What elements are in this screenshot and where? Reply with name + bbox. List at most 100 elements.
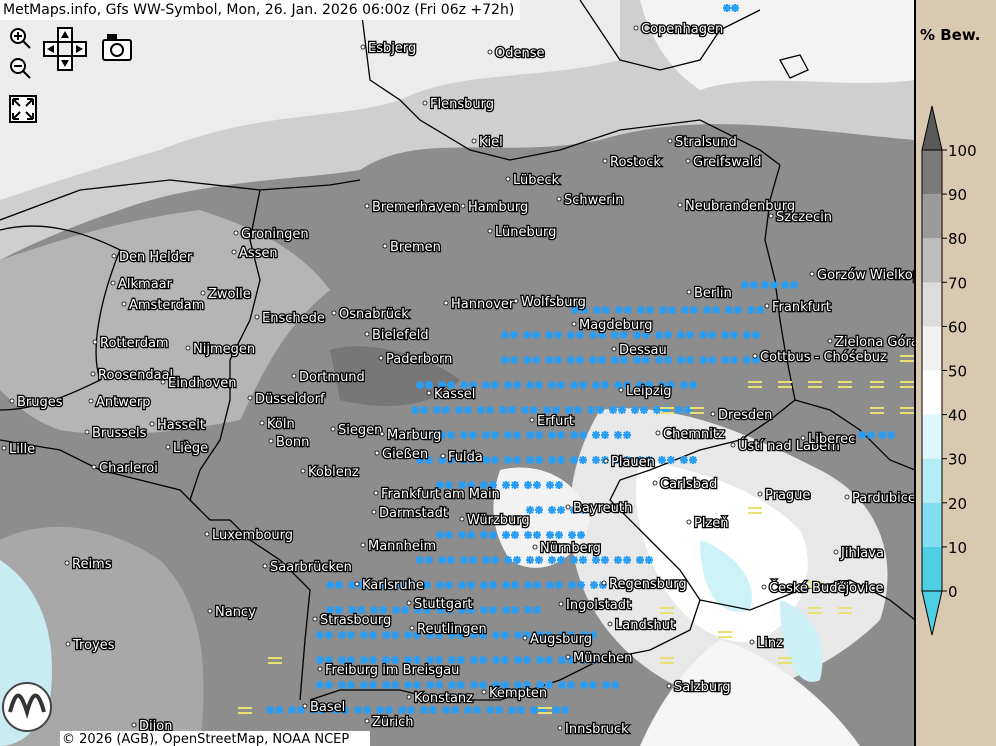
snow-symbol bbox=[664, 356, 672, 364]
city-label: Zielona Góra bbox=[835, 335, 919, 350]
snow-symbol bbox=[414, 581, 422, 589]
fog-symbol bbox=[838, 607, 852, 614]
city-label: Rostock bbox=[610, 155, 661, 170]
snow-symbol bbox=[469, 556, 477, 564]
snow-symbol bbox=[545, 331, 553, 339]
colorbar-tick-label: 50 bbox=[948, 363, 967, 381]
snow-symbol bbox=[548, 431, 556, 439]
snow-symbol bbox=[510, 331, 518, 339]
fog-symbol bbox=[778, 657, 792, 664]
snow-symbol bbox=[391, 681, 399, 689]
snow-symbol bbox=[568, 581, 576, 589]
snow-symbol bbox=[567, 356, 575, 364]
snow-symbol bbox=[614, 556, 622, 564]
snow-symbol bbox=[447, 431, 455, 439]
city-label: Zwolle bbox=[208, 287, 251, 302]
snow-symbol bbox=[347, 631, 355, 639]
city-dot bbox=[764, 303, 770, 309]
fog-symbol bbox=[778, 381, 792, 388]
snow-symbol bbox=[438, 456, 446, 464]
snow-symbol bbox=[447, 556, 455, 564]
snow-symbol bbox=[601, 431, 609, 439]
snow-symbol bbox=[379, 581, 387, 589]
snow-symbol bbox=[338, 681, 346, 689]
city-label: Esbjerg bbox=[368, 41, 416, 56]
city-dot bbox=[406, 600, 412, 606]
snow-symbol bbox=[420, 706, 428, 714]
snow-symbol bbox=[470, 681, 478, 689]
snow-symbol bbox=[332, 706, 340, 714]
pan-arrows[interactable] bbox=[43, 27, 87, 71]
snow-symbol bbox=[565, 406, 573, 414]
snow-symbol bbox=[579, 381, 587, 389]
snow-symbol bbox=[589, 356, 597, 364]
colorbar-band bbox=[922, 194, 942, 239]
city-dot bbox=[371, 509, 377, 515]
snow-symbol bbox=[750, 281, 758, 289]
city-dot bbox=[800, 435, 806, 441]
camera[interactable] bbox=[102, 34, 132, 61]
snow-symbol bbox=[338, 631, 346, 639]
fog-symbol bbox=[748, 507, 762, 514]
city-dot bbox=[459, 516, 465, 522]
city-label: Amsterdam bbox=[129, 298, 204, 313]
snow-symbol bbox=[392, 581, 400, 589]
city-dot bbox=[513, 298, 519, 304]
zoom-out[interactable] bbox=[10, 58, 31, 79]
snow-symbol bbox=[420, 406, 428, 414]
snow-symbol bbox=[416, 556, 424, 564]
snow-symbol bbox=[369, 631, 377, 639]
city-label: Bielefeld bbox=[372, 328, 429, 343]
city-label: Würzburg bbox=[467, 513, 530, 528]
snow-symbol bbox=[611, 356, 619, 364]
snow-symbol bbox=[436, 606, 444, 614]
snow-symbol bbox=[347, 681, 355, 689]
snow-symbol bbox=[570, 506, 578, 514]
city-dot bbox=[382, 243, 388, 249]
snow-symbol bbox=[416, 381, 424, 389]
city-label: Charleroi bbox=[99, 461, 158, 476]
snow-symbol bbox=[457, 656, 465, 664]
snow-symbol bbox=[533, 531, 541, 539]
snow-symbol bbox=[576, 331, 584, 339]
snow-symbol bbox=[620, 356, 628, 364]
city-label: Karlsruhe bbox=[362, 578, 424, 593]
city-label: Konstanz bbox=[414, 691, 473, 706]
snow-symbol bbox=[601, 556, 609, 564]
snow-symbol bbox=[360, 656, 368, 664]
snow-symbol bbox=[655, 331, 663, 339]
snow-symbol bbox=[275, 706, 283, 714]
snow-symbol bbox=[479, 656, 487, 664]
snow-symbol bbox=[790, 281, 798, 289]
colorbar-tick-label: 0 bbox=[948, 583, 958, 601]
snow-symbol bbox=[545, 681, 553, 689]
snow-symbol bbox=[615, 306, 623, 314]
fullscreen[interactable] bbox=[9, 95, 37, 123]
snow-symbol bbox=[770, 281, 778, 289]
snow-symbol bbox=[401, 606, 409, 614]
snow-symbol bbox=[425, 556, 433, 564]
snow-symbol bbox=[501, 631, 509, 639]
snow-symbol bbox=[524, 481, 532, 489]
snow-symbol bbox=[699, 331, 707, 339]
snow-symbol bbox=[535, 431, 543, 439]
city-dot bbox=[254, 314, 260, 320]
city-dot bbox=[565, 654, 571, 660]
snow-symbol bbox=[502, 606, 510, 614]
snow-symbol bbox=[623, 556, 631, 564]
snow-symbol bbox=[266, 706, 274, 714]
city-dot bbox=[374, 450, 380, 456]
city-label: Plzeň bbox=[694, 516, 729, 531]
snow-symbol bbox=[708, 356, 716, 364]
snow-symbol bbox=[502, 481, 510, 489]
zoom-in[interactable] bbox=[10, 28, 31, 49]
snow-symbol bbox=[514, 631, 522, 639]
city-label: Gießen bbox=[382, 447, 428, 462]
snow-symbol bbox=[646, 306, 654, 314]
snow-symbol bbox=[587, 406, 595, 414]
snow-symbol bbox=[382, 656, 390, 664]
city-dot bbox=[757, 491, 763, 497]
colorbar: 0 10 20 30 40 50 60 70 80 90 100 bbox=[921, 105, 977, 636]
city-dot bbox=[111, 253, 117, 259]
city-label: Bruges bbox=[17, 395, 63, 410]
